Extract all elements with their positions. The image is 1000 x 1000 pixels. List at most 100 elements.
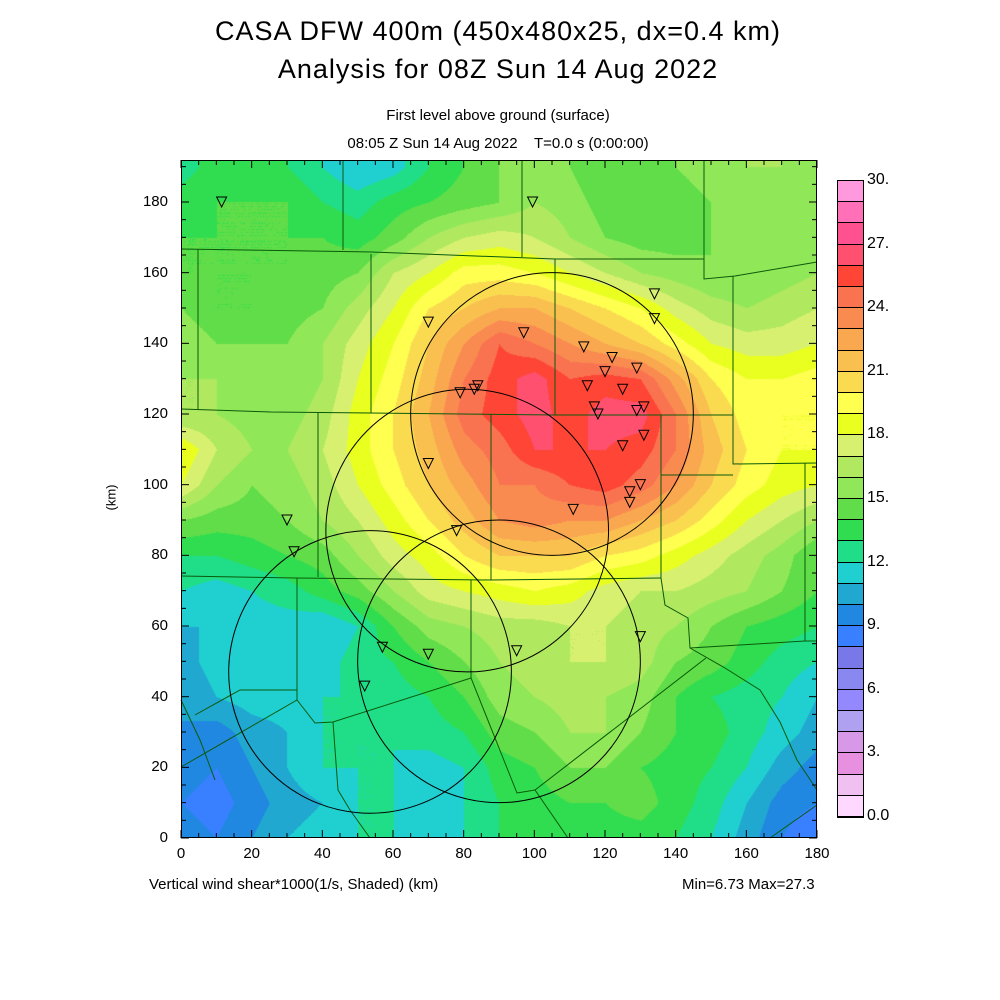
colorbar-swatch (838, 350, 863, 372)
colorbar-swatch (838, 308, 863, 330)
station-marker-icon (634, 479, 647, 491)
station-marker-icon (623, 496, 636, 509)
station-marker-icon (606, 351, 618, 364)
colorbar-swatch (838, 287, 863, 309)
station-marker-icon (454, 387, 466, 399)
station-marker-icon (468, 383, 481, 396)
station-marker-icon (288, 546, 300, 558)
plot-frame (181, 160, 817, 838)
x-tick-label: 120 (592, 845, 618, 862)
colorbar-swatch (838, 732, 863, 754)
station-marker-icon (567, 503, 580, 516)
colorbar-swatch (838, 181, 863, 203)
station-marker-icon (215, 196, 228, 209)
min-max-label: Min=6.73 Max=27.3 (682, 876, 815, 893)
station-marker-icon (630, 362, 643, 375)
station-marker-icon (634, 631, 647, 643)
colorbar-swatch (838, 541, 863, 563)
y-tick-label: 20 (151, 758, 168, 776)
y-tick-label: 60 (151, 617, 168, 634)
station-marker-icon (648, 313, 661, 325)
station-marker-icon (471, 380, 484, 392)
colorbar-label: 24. (867, 298, 890, 316)
county-line (180, 699, 216, 781)
station-marker-icon (616, 440, 629, 452)
colorbar-swatch (838, 223, 863, 245)
colorbar-swatch (838, 689, 863, 711)
y-tick-label: 160 (142, 263, 168, 281)
colorbar-label: 12. (867, 552, 890, 570)
colorbar-label: 9. (867, 616, 881, 634)
county-line (689, 640, 817, 649)
radar-range-ring (325, 388, 610, 673)
station-marker-icon (450, 525, 463, 537)
colorbar-swatch (838, 753, 863, 775)
colorbar-swatch (838, 774, 863, 796)
radar-range-ring (410, 272, 694, 556)
colorbar-swatch (838, 562, 863, 584)
station-marker-icon (648, 288, 661, 300)
axis-ticks (180, 160, 818, 839)
county-line (180, 248, 704, 260)
county-line (332, 721, 371, 839)
county-line (180, 575, 662, 581)
colorbar-swatch (838, 393, 863, 415)
x-tick-label: 80 (455, 845, 472, 862)
colorbar-swatch (838, 456, 863, 478)
colorbar-swatch (838, 477, 863, 499)
colorbar-swatch (838, 605, 863, 627)
county-line (180, 657, 707, 794)
station-markers (215, 196, 661, 693)
y-tick-label: 80 (151, 546, 168, 564)
y-tick-label: 120 (142, 405, 168, 422)
colorbar-label: 18. (867, 425, 890, 443)
colorbar-label: 27. (867, 234, 890, 252)
x-tick-label: 20 (243, 845, 260, 862)
station-marker-icon (526, 196, 539, 209)
level-label: First level above ground (surface) (386, 107, 610, 124)
station-marker-icon (281, 514, 293, 527)
colorbar-swatch (838, 202, 863, 224)
station-marker-icon (376, 641, 389, 654)
county-line (703, 160, 818, 280)
y-tick-label: 180 (142, 193, 168, 210)
station-marker-icon (510, 645, 523, 657)
county-line (732, 276, 818, 465)
colorbar-swatch (838, 583, 863, 605)
radar-range-rings (228, 272, 694, 814)
colorbar-label: 0.0 (867, 807, 890, 824)
colorbar-swatch (838, 626, 863, 648)
y-tick-label: 40 (151, 687, 168, 705)
station-marker-icon (592, 408, 604, 421)
y-tick-label: 0 (159, 829, 168, 846)
colorbar-swatch (838, 795, 863, 817)
colorbar-label: 21. (867, 361, 890, 379)
county-line (194, 689, 297, 716)
colorbar-swatch (838, 371, 863, 393)
station-marker-icon (422, 316, 435, 329)
map-plot (180, 160, 818, 839)
county-line (660, 577, 818, 791)
radar-range-ring (228, 530, 512, 814)
county-line (769, 804, 818, 839)
station-marker-icon (517, 327, 530, 339)
colorbar-label: 15. (867, 489, 890, 506)
y-tick-label: 100 (142, 475, 168, 493)
x-tick-label: 140 (663, 845, 689, 862)
station-marker-icon (638, 401, 650, 414)
x-tick-label: 40 (313, 845, 331, 862)
colorbar-swatch (838, 711, 863, 733)
x-tick-label: 180 (804, 845, 830, 862)
colorbar-swatch (838, 329, 863, 351)
county-line (180, 408, 733, 416)
colorbar (837, 180, 864, 818)
station-marker-icon (623, 486, 636, 498)
colorbar-swatch (838, 244, 863, 266)
colorbar-label: 6. (867, 679, 881, 697)
station-marker-icon (581, 380, 594, 392)
colorbar-swatch (838, 647, 863, 669)
county-borders (180, 160, 818, 839)
station-marker-icon (599, 366, 611, 378)
y-tick-label: 140 (142, 334, 168, 352)
station-marker-icon (588, 401, 601, 414)
